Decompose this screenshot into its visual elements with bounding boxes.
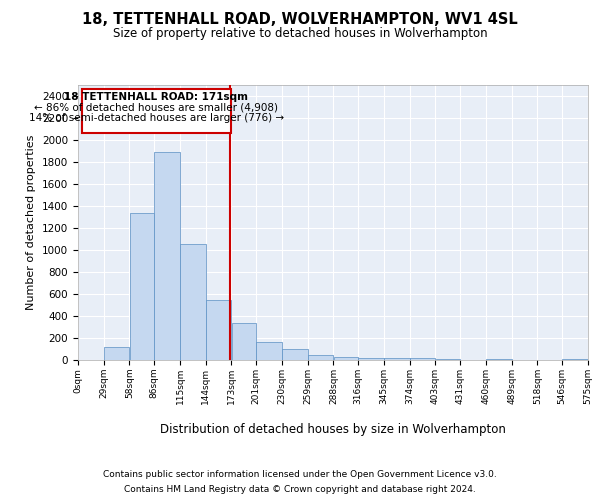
Text: Contains public sector information licensed under the Open Government Licence v3: Contains public sector information licen… — [103, 470, 497, 479]
Text: 18 TETTENHALL ROAD: 171sqm: 18 TETTENHALL ROAD: 171sqm — [64, 92, 248, 102]
Bar — [104, 347, 130, 360]
FancyBboxPatch shape — [82, 90, 230, 133]
Text: 18, TETTENHALL ROAD, WOLVERHAMPTON, WV1 4SL: 18, TETTENHALL ROAD, WOLVERHAMPTON, WV1 … — [82, 12, 518, 28]
Bar — [232, 322, 256, 360]
Bar — [282, 349, 308, 360]
Bar — [486, 359, 512, 360]
Text: Contains HM Land Registry data © Crown copyright and database right 2024.: Contains HM Land Registry data © Crown c… — [124, 485, 476, 494]
Bar — [384, 358, 410, 360]
Text: Size of property relative to detached houses in Wolverhampton: Size of property relative to detached ho… — [113, 28, 487, 40]
Bar — [358, 358, 384, 360]
Bar — [334, 356, 358, 360]
Bar — [256, 342, 282, 360]
Bar — [308, 354, 334, 360]
Bar — [206, 300, 232, 360]
Text: ← 86% of detached houses are smaller (4,908): ← 86% of detached houses are smaller (4,… — [34, 102, 278, 113]
Bar — [154, 152, 180, 360]
Bar — [180, 244, 206, 360]
Y-axis label: Number of detached properties: Number of detached properties — [26, 135, 37, 310]
Text: Distribution of detached houses by size in Wolverhampton: Distribution of detached houses by size … — [160, 422, 506, 436]
Text: 14% of semi-detached houses are larger (776) →: 14% of semi-detached houses are larger (… — [29, 113, 284, 123]
Bar — [410, 358, 436, 360]
Bar — [130, 212, 154, 360]
